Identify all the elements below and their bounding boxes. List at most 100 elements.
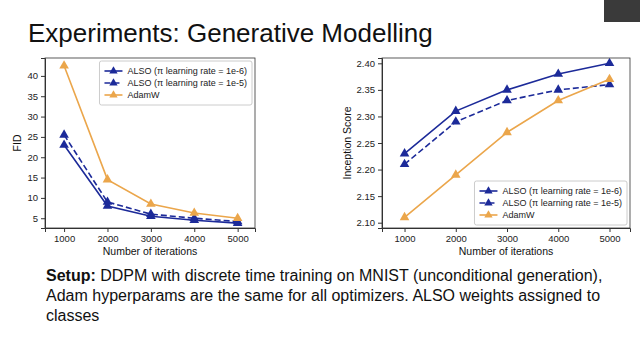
legend-marker [109, 78, 117, 85]
series-line [405, 63, 610, 153]
marker [605, 58, 615, 66]
legend-marker [484, 186, 492, 193]
y-axis: 510152025303540 [27, 59, 45, 229]
tick-label: 3000 [497, 233, 518, 244]
x-axis: 1000 2000 3000 4000 5000 [383, 228, 631, 244]
marker [553, 95, 563, 103]
tick-mark [41, 137, 45, 138]
marker [400, 212, 410, 220]
space [96, 267, 100, 284]
marker [451, 116, 461, 124]
x-axis-title: Number of iterations [459, 245, 554, 257]
tick-label: 3000 [141, 233, 162, 244]
tick-label: 10 [27, 192, 38, 203]
x-tick: 4000 [548, 228, 569, 244]
tick-mark [194, 228, 195, 232]
x-tick: 5000 [228, 228, 249, 244]
legend-items: ALSO (π learning rate = 1e-6) ALSO (π lea… [479, 186, 622, 220]
tick-label: 2.35 [357, 84, 376, 95]
y-tick: 2.10 [357, 217, 383, 228]
tick-label: 20 [27, 152, 38, 163]
legend-label: ALSO (π learning rate = 1e-6) [127, 66, 247, 76]
marker [189, 207, 199, 215]
tick-mark [41, 157, 45, 158]
tick-label: 1000 [394, 233, 415, 244]
tick-mark [151, 228, 152, 232]
legend-label: AdamW [127, 90, 160, 100]
tick-mark [378, 196, 382, 197]
y-tick: 10 [27, 192, 45, 203]
marker [553, 68, 563, 76]
y-tick: 2.30 [357, 111, 383, 122]
tick-label: 2.20 [357, 164, 376, 175]
x-tick: 3000 [141, 228, 162, 244]
plot-frame [382, 58, 630, 228]
y-tick: 2.35 [357, 84, 383, 95]
series-line [64, 135, 238, 222]
tick-mark [41, 96, 45, 97]
marker [146, 209, 156, 217]
legend-item: ALSO (π learning rate = 1e-6) [104, 66, 247, 76]
y-axis-title: Inception Score [341, 106, 353, 179]
tick-label: 1000 [54, 233, 75, 244]
marker [233, 213, 243, 221]
legend-label: ALSO (π learning rate = 1e-6) [502, 186, 622, 196]
tick-mark [405, 228, 406, 232]
x-tick: 2000 [446, 228, 467, 244]
tick-mark [378, 63, 382, 64]
y-tick: 2.40 [357, 58, 383, 69]
legend-item: AdamW [479, 210, 535, 220]
tick-label: 40 [27, 70, 38, 81]
y-tick: 40 [27, 70, 45, 81]
tick-label: 30 [27, 111, 38, 122]
plot-frame [45, 58, 255, 228]
legend-item: ALSO (π learning rate = 1e-5) [104, 78, 247, 88]
marker [605, 74, 615, 82]
y-tick: 30 [27, 111, 45, 122]
x-tick: 4000 [184, 228, 205, 244]
panel: 10002000300040005000510152025303540Numbe… [11, 58, 255, 257]
y-axis-title: FID [11, 134, 23, 151]
marker [103, 196, 113, 204]
setup-text: Setup: DDPM with discrete time training … [46, 266, 626, 326]
y-tick: 20 [27, 152, 45, 163]
tick-mark [41, 218, 45, 219]
x-tick: 5000 [599, 228, 620, 244]
tick-mark [41, 117, 45, 118]
slide-title: Experiments: Generative Modelling [28, 18, 433, 48]
tick-label: 2.40 [357, 58, 376, 69]
legend-item: AdamW [104, 90, 160, 100]
marker [502, 84, 512, 92]
tick-mark [64, 228, 65, 232]
legend-item: ALSO (π learning rate = 1e-5) [479, 198, 622, 208]
marker [451, 169, 461, 177]
legend-label: AdamW [502, 210, 535, 220]
tick-label: 25 [27, 131, 38, 142]
tick-label: 15 [27, 172, 38, 183]
x-axis-line [383, 229, 631, 233]
legend-marker [109, 66, 117, 73]
marker [502, 95, 512, 103]
tick-mark [41, 198, 45, 199]
marker [146, 198, 156, 206]
legend-item: ALSO (π learning rate = 1e-6) [479, 186, 622, 196]
tick-label: 4000 [184, 233, 205, 244]
legend-marker [109, 90, 117, 97]
y-tick: 35 [27, 91, 45, 102]
marker [59, 129, 69, 137]
webcam-thumbnail [604, 0, 640, 22]
tick-mark [238, 228, 239, 232]
tick-label: 4000 [548, 233, 569, 244]
marker [502, 127, 512, 135]
tick-mark [41, 178, 45, 179]
tick-label: 2000 [97, 233, 118, 244]
x-tick: 3000 [497, 228, 518, 244]
tick-label: 2.30 [357, 111, 376, 122]
tick-mark [610, 228, 611, 232]
marker [59, 139, 69, 147]
x-tick: 1000 [54, 228, 75, 244]
tick-mark [378, 223, 382, 224]
legend-label: ALSO (π learning rate = 1e-5) [127, 78, 247, 88]
x-tick: 1000 [394, 228, 415, 244]
marker [451, 106, 461, 114]
